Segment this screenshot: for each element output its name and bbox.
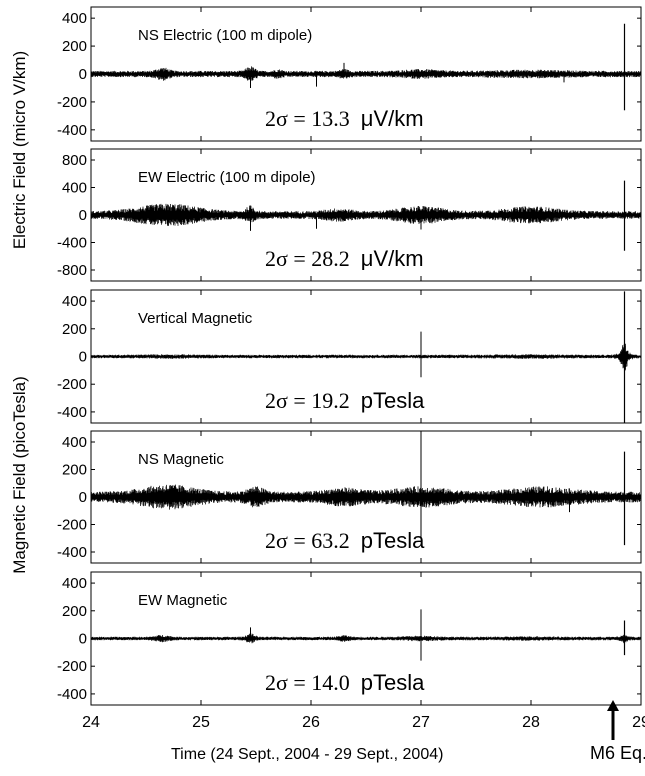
stat-prefix: 2σ = — [265, 246, 311, 271]
panel-2: 800 400 0 -400 -800 EW Electric (100 m dipole… — [57, 148, 642, 282]
earthquake-marker-label: M6 Eq. — [590, 743, 645, 763]
y-tick-label: -400 — [57, 404, 87, 421]
y-tick-label: 0 — [79, 66, 87, 83]
y-tick-label: -200 — [57, 94, 87, 111]
panel-statistic: 2σ = 13.3 μV/km — [265, 106, 424, 131]
stat-value: 14.0 — [311, 670, 361, 695]
stat-value: 28.2 — [311, 246, 361, 271]
y-tick-label: 0 — [79, 349, 87, 366]
x-tick-label: 27 — [412, 714, 430, 731]
y-tick-label: -200 — [57, 658, 87, 675]
y-tick-label: 200 — [62, 603, 87, 620]
up-arrow-icon — [607, 700, 619, 740]
stat-unit: μV/km — [361, 246, 424, 271]
y-tick-label: 400 — [62, 293, 87, 310]
panel-statistic: 2σ = 28.2 μV/km — [265, 246, 424, 271]
stat-unit: pTesla — [361, 528, 425, 553]
panel-statistic: 2σ = 63.2 pTesla — [265, 528, 425, 553]
y-tick-label: -200 — [57, 376, 87, 393]
x-tick-label: 25 — [192, 714, 210, 731]
panel-statistic: 2σ = 19.2 pTesla — [265, 388, 425, 413]
y-axis-label-electric: Electric Field (micro V/km) — [10, 50, 29, 250]
y-tick-label: 400 — [62, 434, 87, 451]
y-tick-label: -400 — [57, 686, 87, 703]
x-tick-label: 26 — [302, 714, 320, 731]
x-tick-label: 24 — [82, 714, 100, 731]
y-tick-label: 800 — [62, 152, 87, 169]
panel-5: 400 200 0 -200 -400 EW Magnetic 2σ = 14.0 pTes… — [57, 571, 642, 706]
panel-statistic: 2σ = 14.0 pTesla — [265, 670, 425, 695]
x-axis-label: Time (24 Sept., 2004 - 29 Sept., 2004) — [171, 746, 444, 763]
y-tick-label: 200 — [62, 38, 87, 55]
y-tick-label: -400 — [57, 544, 87, 561]
stat-unit: pTesla — [361, 670, 425, 695]
stat-prefix: 2σ = — [265, 388, 311, 413]
panel-name: NS Electric (100 m dipole) — [138, 27, 312, 44]
y-tick-label: 0 — [79, 631, 87, 648]
stat-prefix: 2σ = — [265, 528, 311, 553]
y-tick-label: 200 — [62, 462, 87, 479]
y-tick-label: -400 — [57, 235, 87, 252]
y-tick-label: 200 — [62, 321, 87, 338]
stat-prefix: 2σ = — [265, 670, 311, 695]
y-tick-label: -200 — [57, 517, 87, 534]
panel-4: 400 200 0 -200 -400 NS Magnetic 2σ = 63.2 pTes… — [57, 430, 642, 564]
stat-prefix: 2σ = — [265, 106, 311, 131]
signal-trace — [90, 343, 642, 371]
panel-name: NS Magnetic — [138, 451, 224, 468]
panel-name: EW Magnetic — [138, 592, 228, 609]
panel-name: EW Electric (100 m dipole) — [138, 169, 316, 186]
panel-name: Vertical Magnetic — [138, 310, 253, 327]
y-tick-label: 400 — [62, 10, 87, 27]
y-tick-label: 400 — [62, 180, 87, 197]
panel-3: 400 200 0 -200 -400 Vertical Magnetic 2σ = 19.… — [57, 289, 642, 424]
x-tick-label: 28 — [522, 714, 540, 731]
y-tick-label: 0 — [79, 207, 87, 224]
panel-1: 400 200 0 -200 -400 NS Electric (100 m dipole… — [57, 6, 642, 142]
y-tick-label: -800 — [57, 262, 87, 279]
stat-unit: μV/km — [361, 106, 424, 131]
signal-trace — [90, 484, 642, 510]
y-tick-label: -400 — [57, 122, 87, 139]
stat-unit: pTesla — [361, 388, 425, 413]
signal-trace — [90, 203, 642, 226]
stat-value: 13.3 — [311, 106, 361, 131]
y-tick-label: 0 — [79, 489, 87, 506]
y-axis-label-magnetic: Magnetic Field (picoTesla) — [10, 376, 29, 574]
stat-value: 63.2 — [311, 528, 361, 553]
x-tick-label: 29 — [632, 714, 645, 731]
y-tick-label: 400 — [62, 575, 87, 592]
signal-trace — [90, 633, 642, 644]
stat-value: 19.2 — [311, 388, 361, 413]
signal-trace — [90, 66, 642, 81]
